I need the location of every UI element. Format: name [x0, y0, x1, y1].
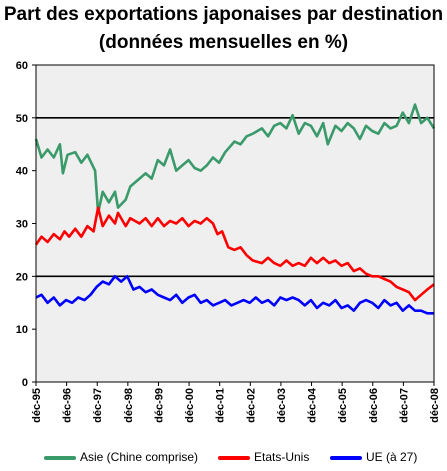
x-tick-label: déc-02	[245, 388, 257, 423]
y-tick-label: 30	[16, 219, 28, 231]
series-line-etats-unis	[34, 206, 435, 302]
x-tick-label: déc-03	[276, 388, 288, 423]
x-tick-label: déc-08	[429, 388, 441, 423]
x-tick-label: déc-00	[184, 388, 196, 423]
legend-swatch-etats-unis	[218, 455, 250, 460]
series-line-asie	[34, 103, 436, 215]
x-tick-label: déc-99	[153, 388, 165, 423]
chart-title-line-2: (données mensuelles en %)	[98, 32, 349, 53]
x-tick-label: déc-07	[398, 388, 410, 423]
y-tick-label: 60	[16, 60, 28, 72]
legend-item-etats-unis: Etats-Unis	[218, 450, 309, 464]
legend-label-ue: UE (à 27)	[366, 450, 418, 464]
legend-item-ue: UE (à 27)	[330, 450, 417, 464]
y-tick-label: 40	[16, 166, 28, 178]
x-tick-label: déc-98	[123, 388, 135, 423]
legend-swatch-asie	[44, 455, 76, 460]
legend-swatch-ue	[330, 455, 362, 460]
y-tick-label: 50	[16, 113, 28, 125]
x-tick-label: déc-01	[215, 388, 227, 423]
series-line-ue	[35, 275, 434, 315]
y-tick-label: 10	[16, 324, 28, 336]
x-tick-label: déc-06	[368, 388, 380, 423]
x-tick-label: déc-05	[337, 388, 349, 423]
legend-label-asie: Asie (Chine comprise)	[80, 450, 199, 464]
legend-label-etats-unis: Etats-Unis	[254, 450, 310, 464]
y-tick-label: 0	[22, 377, 28, 389]
chart-title-line-1: Part des exportations japonaises par des…	[3, 4, 444, 25]
y-tick-label: 20	[16, 271, 28, 283]
plot-frame	[35, 64, 435, 383]
line-chart: 0 10 20 30 40 50 60 déc-95 déc-96 déc-97 déc-98 déc…	[16, 60, 441, 423]
chart-legend: Asie (Chine comprise) Etats-Unis UE (à 2…	[0, 447, 447, 467]
legend-item-asie: Asie (Chine comprise)	[44, 450, 198, 464]
x-tick-label: déc-95	[31, 388, 43, 423]
x-tick-label: déc-96	[62, 388, 74, 423]
x-tick-label: déc-04	[307, 387, 319, 423]
x-tick-label: déc-97	[92, 388, 104, 423]
